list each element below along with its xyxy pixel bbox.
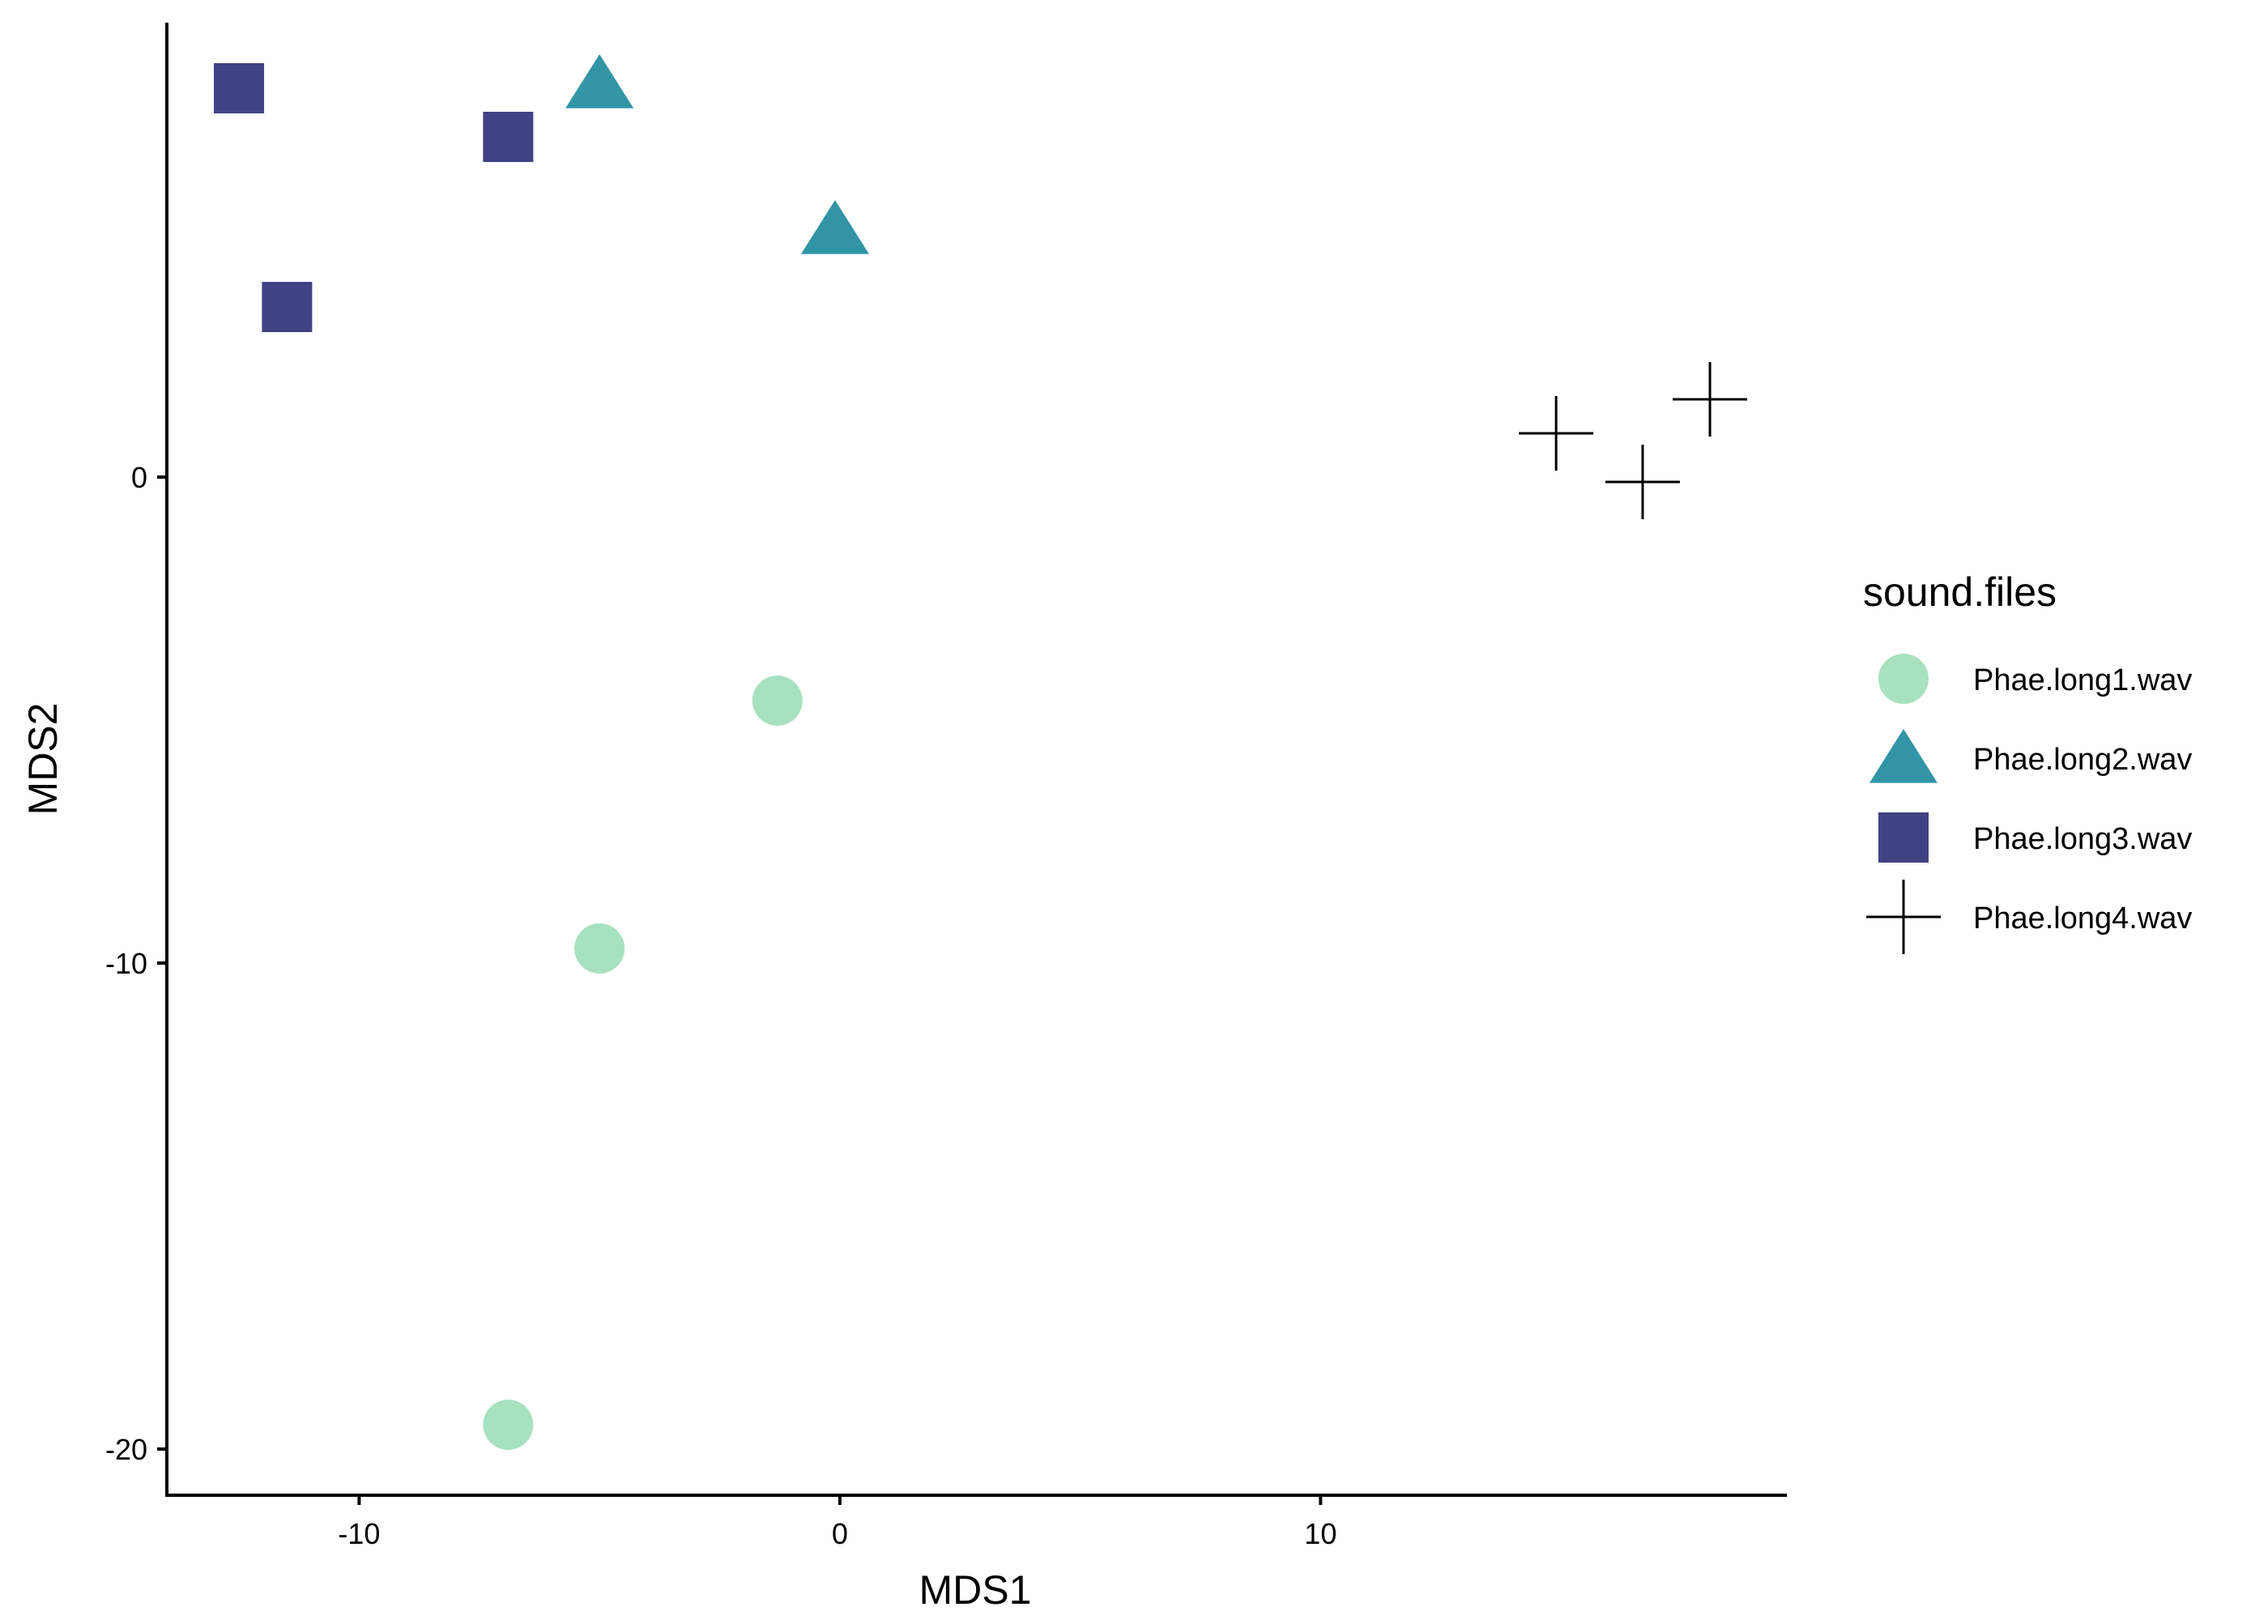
data-point-phae-long2-wav bbox=[565, 54, 634, 109]
legend-item-phae-long3-wav: Phae.long3.wav bbox=[1878, 812, 2192, 863]
legend-label: Phae.long3.wav bbox=[1973, 822, 2192, 856]
y-tick-label: 0 bbox=[131, 461, 147, 494]
legend-item-phae-long2-wav: Phae.long2.wav bbox=[1869, 729, 2192, 783]
y-tick-label: -20 bbox=[105, 1433, 147, 1466]
axes-layer bbox=[165, 23, 1787, 1497]
legend-item-phae-long4-wav: Phae.long4.wav bbox=[1866, 880, 2192, 954]
data-point-phae-long2-wav bbox=[800, 200, 869, 254]
legend-label: Phae.long2.wav bbox=[1973, 743, 2192, 777]
data-point-phae-long1-wav bbox=[483, 1400, 534, 1450]
data-point-phae-long3-wav bbox=[214, 63, 265, 113]
y-axis-title: MDS2 bbox=[20, 703, 66, 816]
x-tick-label: 0 bbox=[832, 1517, 848, 1550]
legend: sound.files Phae.long1.wav Phae.long2.wav… bbox=[1863, 569, 2192, 954]
x-axis-title: MDS1 bbox=[919, 1567, 1032, 1613]
legend-key-phae-long2-wav bbox=[1869, 729, 1938, 783]
points-layer bbox=[214, 54, 1748, 1450]
y-tick-label: -10 bbox=[105, 947, 147, 980]
data-point-phae-long1-wav bbox=[752, 676, 803, 726]
data-point-phae-long3-wav bbox=[483, 112, 534, 162]
legend-items: Phae.long1.wav Phae.long2.wav Phae.long3.w… bbox=[1866, 654, 2192, 954]
legend-key-phae-long4-wav bbox=[1866, 880, 1941, 954]
legend-label: Phae.long1.wav bbox=[1973, 663, 2192, 697]
x-tick-label: 10 bbox=[1304, 1517, 1336, 1550]
x-tick-label: -10 bbox=[338, 1517, 380, 1550]
legend-item-phae-long1-wav: Phae.long1.wav bbox=[1878, 654, 2192, 704]
data-point-phae-long4-wav bbox=[1519, 396, 1594, 471]
legend-key-phae-long3-wav bbox=[1878, 812, 1929, 863]
ticks-layer: -10 0 10 -20 -10 0 bbox=[105, 461, 1336, 1550]
data-point-phae-long4-wav bbox=[1605, 445, 1680, 519]
legend-title: sound.files bbox=[1863, 569, 2057, 615]
data-point-phae-long1-wav bbox=[574, 923, 625, 974]
legend-label: Phae.long4.wav bbox=[1973, 902, 2192, 936]
data-point-phae-long3-wav bbox=[262, 282, 313, 332]
data-point-phae-long4-wav bbox=[1673, 362, 1748, 437]
legend-key-phae-long1-wav bbox=[1878, 654, 1929, 704]
